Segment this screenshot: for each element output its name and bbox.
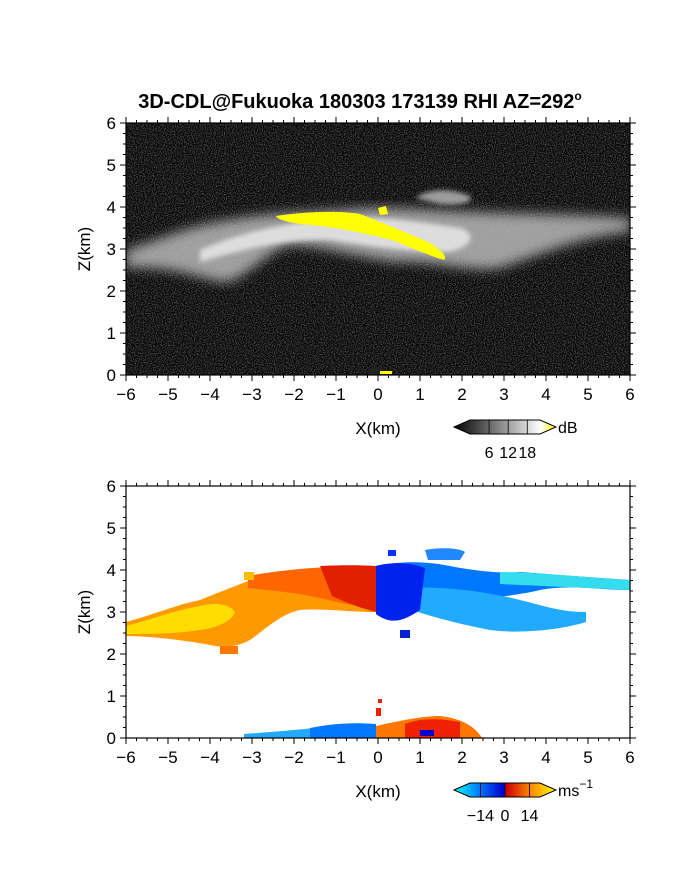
colorbar-tick-label: 0 [501, 808, 510, 825]
x-tick-label: −3 [242, 385, 261, 404]
colorbar-tick-label: 6 [485, 445, 494, 462]
y-tick-label: 2 [107, 282, 116, 301]
x-tick-label: −4 [200, 385, 219, 404]
x-tick-label: −2 [284, 385, 303, 404]
figure-title: 3D-CDL@Fukuoka 180303 173139 RHI AZ=292o [138, 89, 582, 113]
low-level-echo [244, 699, 482, 738]
y-tick-label: 1 [107, 324, 116, 343]
y-tick-labels: 0 1 2 3 4 5 6 [107, 477, 116, 748]
x-tick-label: −6 [116, 385, 135, 404]
x-tick-label: 0 [373, 748, 382, 767]
x-tick-label: −6 [116, 748, 135, 767]
y-tick-label: 5 [107, 156, 116, 175]
tick-marks [120, 480, 636, 744]
bright-band [276, 206, 446, 260]
x-tick-label: 1 [415, 748, 424, 767]
x-tick-label: 3 [499, 385, 508, 404]
colorbar-unit: dB [558, 420, 578, 437]
y-tick-label: 1 [107, 687, 116, 706]
y-tick-label: 3 [107, 603, 116, 622]
x-axis-label: X(km) [355, 782, 400, 801]
x-tick-label: 5 [583, 748, 592, 767]
x-tick-label: 3 [499, 748, 508, 767]
y-tick-label: 4 [107, 561, 116, 580]
colorbar-tick-label: 18 [518, 445, 536, 462]
x-tick-label: 6 [625, 748, 634, 767]
y-tick-labels: 0 1 2 3 4 5 6 [107, 114, 116, 385]
y-tick-label: 6 [107, 114, 116, 133]
y-axis-label: Z(km) [75, 227, 94, 271]
velocity-image [126, 486, 630, 738]
x-tick-label: 5 [583, 385, 592, 404]
x-tick-label: −4 [200, 748, 219, 767]
y-tick-label: 2 [107, 645, 116, 664]
x-tick-label: 2 [457, 748, 466, 767]
y-tick-label: 0 [107, 366, 116, 385]
x-tick-label: 2 [457, 385, 466, 404]
x-tick-label: 6 [625, 385, 634, 404]
x-tick-labels: −6 −5 −4 −3 −2 −1 0 1 2 3 4 5 6 [116, 385, 634, 404]
x-tick-label: 4 [541, 748, 550, 767]
x-axis-label: X(km) [355, 419, 400, 438]
x-tick-label: −5 [158, 748, 177, 767]
colorbar-ticks: 6 12 18 [485, 420, 536, 462]
colorbar-ticks: −14 0 14 [467, 783, 539, 825]
x-tick-labels: −6 −5 −4 −3 −2 −1 0 1 2 3 4 5 6 [116, 748, 634, 767]
tick-marks [120, 117, 636, 381]
y-tick-label: 6 [107, 477, 116, 496]
x-tick-label: −1 [326, 748, 345, 767]
colorbar-scale [452, 419, 558, 435]
colorbar-unit: ms−1 [558, 777, 593, 800]
y-axis-label: Z(km) [75, 590, 94, 634]
x-tick-label: 0 [373, 385, 382, 404]
x-tick-label: −5 [158, 385, 177, 404]
approaching-echo [126, 565, 376, 654]
y-tick-label: 5 [107, 519, 116, 538]
x-tick-label: 1 [415, 385, 424, 404]
y-tick-label: 0 [107, 729, 116, 748]
reflectivity-image [126, 123, 630, 375]
x-tick-label: −1 [326, 385, 345, 404]
colorbar-tick-label: 12 [499, 445, 517, 462]
colorbar: 6 12 18 dB [452, 419, 578, 462]
y-tick-label: 3 [107, 240, 116, 259]
ground-clutter [368, 367, 392, 375]
receding-echo [376, 548, 630, 638]
colorbar-tick-label: −14 [467, 808, 494, 825]
x-tick-label: −2 [284, 748, 303, 767]
y-tick-label: 4 [107, 198, 116, 217]
cloud-core [200, 190, 471, 262]
x-tick-label: 4 [541, 385, 550, 404]
colorbar-tick-label: 14 [521, 808, 539, 825]
colorbar: −14 0 14 ms−1 [452, 777, 593, 825]
x-tick-label: −3 [242, 748, 261, 767]
